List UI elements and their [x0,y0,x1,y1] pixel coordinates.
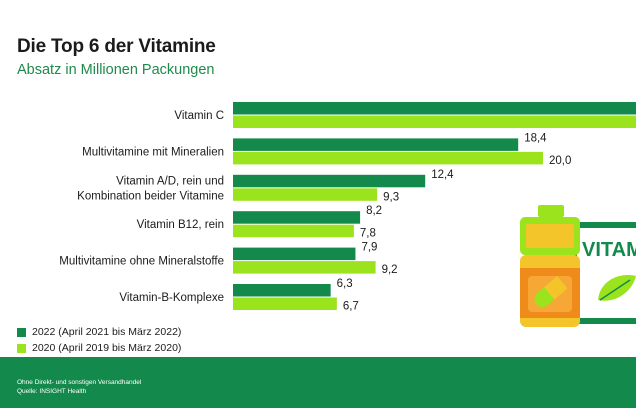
category-label: Vitamin A/D, rein und [116,175,224,187]
legend-swatch-2022 [17,327,26,337]
bar-2022 [233,247,356,261]
data-label: 18,4 [524,132,547,144]
bar-2020 [233,188,378,201]
data-label: 7,8 [360,228,376,240]
bar-2022 [233,284,331,297]
legend-label-2022: 2022 (April 2021 bis März 2022) [32,326,182,338]
category-label: Vitamin B12, rein [137,219,224,231]
vitamin-bottle-icon: VITAM [520,205,636,327]
chart-legend: 2022 (April 2021 bis März 2022) 2020 (Ap… [17,324,181,356]
data-label: 8,2 [366,205,382,217]
legend-item-2022: 2022 (April 2021 bis März 2022) [17,324,181,340]
category-label: Vitamin C [174,110,224,122]
bar-2022 [233,138,519,151]
category-label: Kombination beider Vitamine [77,190,224,202]
legend-swatch-2020 [17,343,26,353]
data-label: 6,3 [337,278,353,290]
bar-2022 [233,174,426,188]
footer-bar: Ohne Direkt- und sonstigen Versandhandel… [0,357,636,408]
bar-2020 [233,261,376,274]
category-label: Multivitamine mit Mineralien [82,146,224,158]
bar-2020 [233,151,543,165]
data-label: 7,9 [361,242,377,254]
footer-source: Quelle: INSIGHT Health [17,387,87,395]
footer-note: Ohne Direkt- und sonstigen Versandhandel [17,379,142,386]
data-label: 12,4 [431,169,454,181]
bar-2020 [233,297,337,310]
category-label: Multivitamine ohne Mineralstoffe [59,256,224,268]
data-label: 9,2 [382,264,398,276]
chart-title: Die Top 6 der Vitamine [17,36,216,57]
data-label: 20,0 [549,155,571,167]
bar-2020 [233,224,354,238]
bar-2022 [233,211,361,224]
bar-2020 [233,115,636,128]
chart-subtitle: Absatz in Millionen Packungen [17,62,215,78]
footer-notes: Ohne Direkt- und sonstigen Versandhandel… [17,379,141,396]
legend-item-2020: 2020 (April 2019 bis März 2020) [17,340,181,356]
legend-label-2020: 2020 (April 2019 bis März 2020) [32,342,182,354]
data-label: 9,3 [383,191,399,203]
category-label: Vitamin-B-Komplexe [119,292,224,304]
bar-2022 [233,102,636,115]
data-label: 6,7 [343,301,359,313]
bottle-label-text: VITAM [582,239,636,261]
